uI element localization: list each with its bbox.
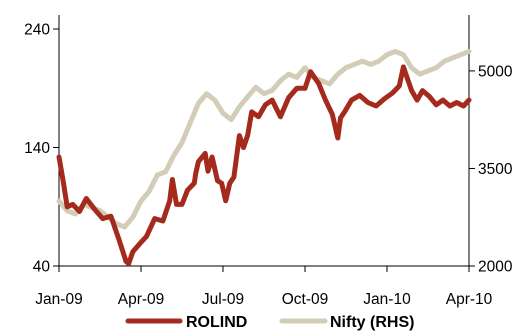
series-line-nifty-rhs bbox=[56, 48, 472, 230]
legend-label-rolind: ROLIND bbox=[186, 314, 247, 331]
left-tick-label: 40 bbox=[33, 259, 51, 276]
left-tick-label: 240 bbox=[24, 22, 50, 39]
x-tick-label: Jan-10 bbox=[363, 291, 411, 308]
right-y-ticks: 5000 3500 2000 bbox=[469, 63, 513, 276]
x-tick-label: Apr-10 bbox=[446, 291, 493, 308]
left-y-ticks: 240 140 40 bbox=[24, 22, 59, 276]
legend-label-nifty-rhs: Nifty (RHS) bbox=[330, 314, 414, 331]
right-tick-label: 2000 bbox=[478, 259, 513, 276]
series-layer bbox=[56, 48, 472, 267]
x-tick-label: Oct-09 bbox=[282, 291, 329, 308]
left-tick-label: 140 bbox=[24, 140, 50, 157]
legend: ROLIND Nifty (RHS) bbox=[125, 314, 414, 331]
x-ticks: Jan-09 Apr-09 Jul-09 Oct-09 Jan-10 Apr-10 bbox=[35, 266, 493, 308]
axes bbox=[58, 15, 470, 267]
series-line-rolind bbox=[56, 64, 472, 267]
right-tick-label: 3500 bbox=[478, 161, 513, 178]
x-tick-label: Apr-09 bbox=[118, 291, 165, 308]
right-tick-label: 5000 bbox=[478, 63, 513, 80]
x-tick-label: Jan-09 bbox=[35, 291, 82, 308]
x-tick-label: Jul-09 bbox=[202, 291, 244, 308]
